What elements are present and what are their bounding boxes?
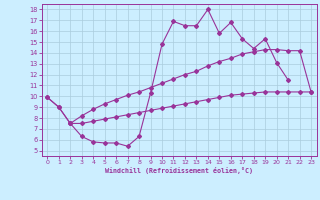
X-axis label: Windchill (Refroidissement éolien,°C): Windchill (Refroidissement éolien,°C): [105, 167, 253, 174]
